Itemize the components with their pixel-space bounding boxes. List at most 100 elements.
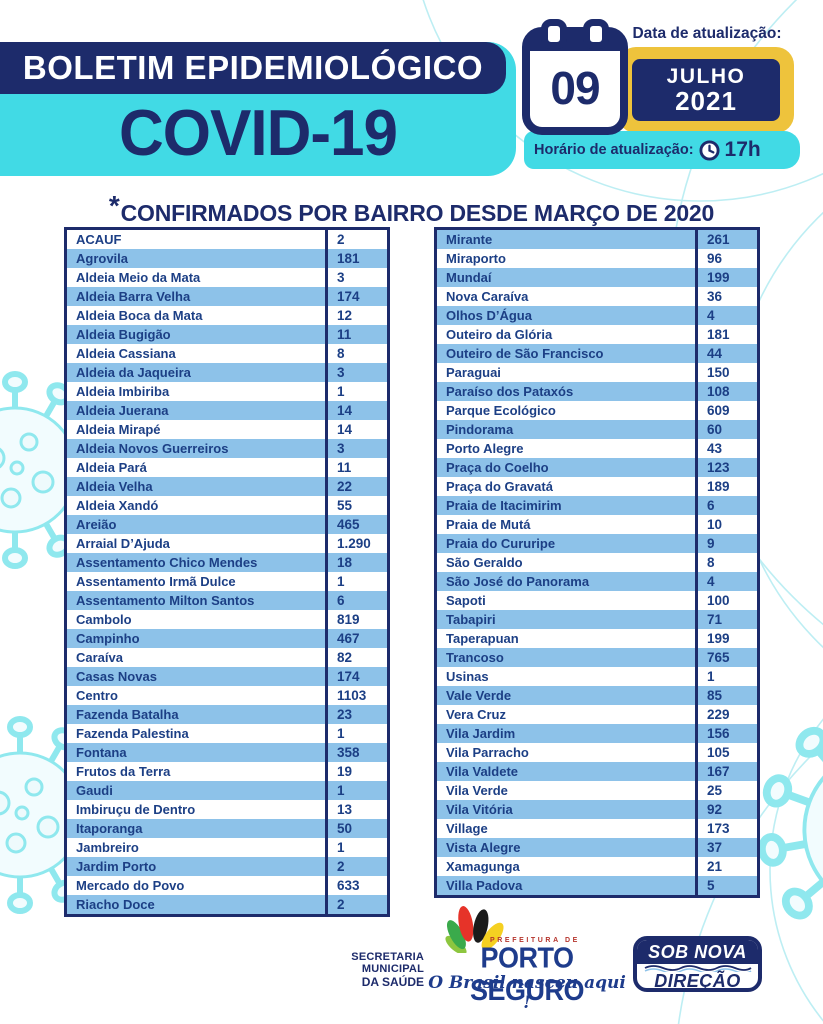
bairro-name: Assentamento Milton Santos (76, 593, 255, 608)
table-row: Campinho 467 (67, 629, 387, 648)
table-row: Usinas 1 (437, 667, 757, 686)
bairro-count: 1 (325, 382, 387, 401)
bairro-count: 181 (325, 249, 387, 268)
bairro-count: 2 (325, 895, 387, 914)
table-row: Vila Verde 25 (437, 781, 757, 800)
table-row: Praia do Cururipe 9 (437, 534, 757, 553)
table-row: Tabapiri 71 (437, 610, 757, 629)
bairro-count: 18 (325, 553, 387, 572)
table-row: Aldeia Juerana 14 (67, 401, 387, 420)
bairro-count: 1 (325, 572, 387, 591)
bairro-count: 12 (325, 306, 387, 325)
bairro-count: 465 (325, 515, 387, 534)
table-row: Aldeia Xandó 55 (67, 496, 387, 515)
bairro-count: 37 (695, 838, 757, 857)
bairro-table-right: Mirante 261 Miraporto 96 Mundaí 199 Nova Caraí… (434, 227, 760, 898)
bairro-count: 765 (695, 648, 757, 667)
bairro-count: 21 (695, 857, 757, 876)
badge-line1: SOB NOVA (637, 940, 758, 964)
bairro-name: Frutos da Terra (76, 764, 171, 779)
table-row: Gaudi 1 (67, 781, 387, 800)
bairro-count: 9 (695, 534, 757, 553)
bairro-count: 108 (695, 382, 757, 401)
table-row: Aldeia Imbiriba 1 (67, 382, 387, 401)
wave-icon (644, 965, 751, 972)
table-row: Vila Jardim 156 (437, 724, 757, 743)
table-row: Assentamento Chico Mendes 18 (67, 553, 387, 572)
bairro-count: 5 (695, 876, 757, 895)
table-row: São José do Panorama 4 (437, 572, 757, 591)
table-row: Praça do Gravatá 189 (437, 477, 757, 496)
bairro-name: Aldeia Juerana (76, 403, 169, 418)
bairro-count: 123 (695, 458, 757, 477)
table-row: São Geraldo 8 (437, 553, 757, 572)
title-text: CONFIRMADOS POR BAIRRO DESDE MARÇO DE 20… (120, 200, 715, 226)
bairro-count: 92 (695, 800, 757, 819)
calendar-icon: 09 (522, 19, 628, 135)
bairro-count: 105 (695, 743, 757, 762)
bairro-count: 1 (325, 724, 387, 743)
bairro-name: Arraial D’Ajuda (76, 536, 170, 551)
table-row: Villa Padova 5 (437, 876, 757, 895)
table-row: Assentamento Irmã Dulce 1 (67, 572, 387, 591)
table-row: Taperapuan 199 (437, 629, 757, 648)
bairro-count: 229 (695, 705, 757, 724)
table-row: Agrovila 181 (67, 249, 387, 268)
bairro-name: Xamagunga (446, 859, 520, 874)
table-row: Frutos da Terra 19 (67, 762, 387, 781)
bairro-name: Casas Novas (76, 669, 157, 684)
bairro-count: 609 (695, 401, 757, 420)
bairro-name: Outeiro da Glória (446, 327, 553, 342)
bairro-name: Paraguai (446, 365, 501, 380)
bairro-name: ACAUF (76, 232, 122, 247)
table-row: Aldeia Meio da Mata 3 (67, 268, 387, 287)
table-row: Aldeia Mirapé 14 (67, 420, 387, 439)
bairro-name: São José do Panorama (446, 574, 590, 589)
bairro-name: Aldeia Meio da Mata (76, 270, 201, 285)
table-row: Vera Cruz 229 (437, 705, 757, 724)
table-row: Aldeia Novos Guerreiros 3 (67, 439, 387, 458)
bairro-name: Aldeia Mirapé (76, 422, 161, 437)
bairro-name: Campinho (76, 631, 140, 646)
table-row: Porto Alegre 43 (437, 439, 757, 458)
bairro-name: Imbiruçu de Dentro (76, 802, 196, 817)
table-row: Sapoti 100 (437, 591, 757, 610)
bairro-name: Areião (76, 517, 117, 532)
bairro-count: 25 (695, 781, 757, 800)
bairro-count: 19 (325, 762, 387, 781)
bairro-name: Village (446, 821, 488, 836)
table-row: Parque Ecológico 609 (437, 401, 757, 420)
table-row: Imbiruçu de Dentro 13 (67, 800, 387, 819)
table-row: Outeiro de São Francisco 44 (437, 344, 757, 363)
table-row: Aldeia Barra Velha 174 (67, 287, 387, 306)
table-row: Jambreiro 1 (67, 838, 387, 857)
bairro-count: 1 (695, 667, 757, 686)
bairro-count: 358 (325, 743, 387, 762)
month-year-inner: JULHO 2021 (632, 59, 780, 121)
bairro-count: 174 (325, 667, 387, 686)
bairro-count: 261 (695, 230, 757, 249)
bairro-count: 14 (325, 401, 387, 420)
bairro-name: Trancoso (446, 650, 504, 665)
bairro-name: Taperapuan (446, 631, 519, 646)
bairro-count: 44 (695, 344, 757, 363)
bairro-count: 71 (695, 610, 757, 629)
bairro-count: 167 (695, 762, 757, 781)
bairro-count: 85 (695, 686, 757, 705)
table-row: Assentamento Milton Santos 6 (67, 591, 387, 610)
bairro-name: Aldeia Pará (76, 460, 147, 475)
bairro-count: 100 (695, 591, 757, 610)
table-row: Centro 1103 (67, 686, 387, 705)
calendar-ring-icon (541, 19, 567, 49)
calendar-ring-icon (583, 19, 609, 49)
bairro-name: Agrovila (76, 251, 129, 266)
bairro-name: Aldeia Velha (76, 479, 153, 494)
table-row: Itaporanga 50 (67, 819, 387, 838)
bairro-name: Tabapiri (446, 612, 496, 627)
secretaria-line2: DA SAÚDE (361, 975, 424, 989)
bairro-name: Praia do Cururipe (446, 536, 556, 551)
bairro-count: 4 (695, 306, 757, 325)
bairro-name: Villa Padova (446, 878, 523, 893)
table-row: Vila Parracho 105 (437, 743, 757, 762)
